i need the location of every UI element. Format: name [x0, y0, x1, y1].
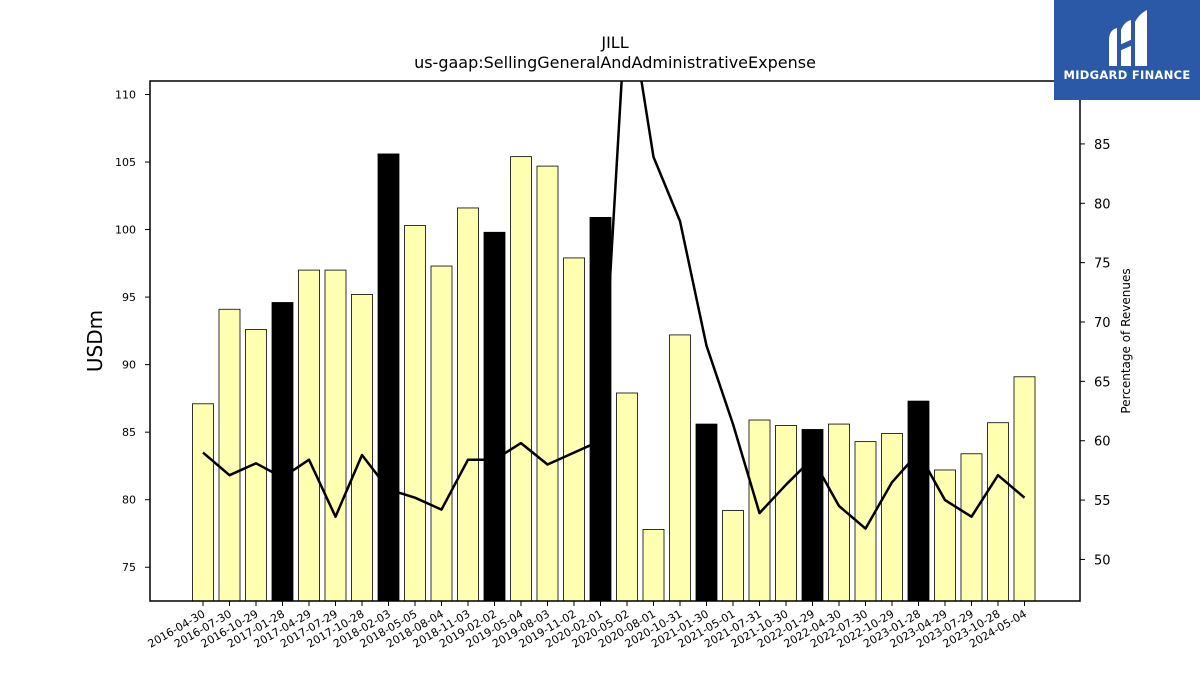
y2-tick-label: 70 — [1094, 316, 1111, 331]
y2-tick-label: 65 — [1094, 375, 1111, 390]
y-axis-left: 75 80 85 90 95 100 105 110 — [115, 89, 150, 574]
y-tick-label: 85 — [122, 426, 136, 439]
bar — [801, 429, 824, 602]
bar — [351, 294, 373, 602]
bar — [536, 165, 559, 602]
series-line — [202, 81, 1026, 530]
bar — [298, 269, 320, 602]
bar — [324, 269, 347, 602]
bar — [1013, 376, 1036, 602]
chart-title: JILL — [601, 33, 629, 52]
bar — [377, 153, 400, 602]
y2-tick-label: 85 — [1094, 138, 1111, 153]
bar — [695, 423, 718, 602]
bars-layer — [192, 153, 1036, 602]
line-layer — [202, 81, 1026, 530]
bar — [563, 257, 585, 602]
bar — [192, 403, 214, 602]
plot-frame — [149, 80, 1081, 602]
bar — [669, 334, 691, 602]
bar — [483, 231, 506, 602]
y2-tick-label: 80 — [1094, 197, 1111, 212]
y2-tick-label: 60 — [1094, 435, 1111, 450]
bar — [510, 156, 532, 602]
bar — [775, 425, 797, 602]
logo-text: MIDGARD FINANCE — [1063, 68, 1191, 82]
y-tick-label: 105 — [115, 156, 136, 169]
y-axis-right: 50 55 60 65 70 75 80 85 — [1080, 138, 1111, 568]
y-tick-label: 95 — [122, 291, 136, 304]
bar — [642, 529, 665, 602]
bar — [987, 422, 1009, 602]
bar — [934, 469, 956, 602]
y-tick-label: 110 — [115, 89, 136, 102]
chart-subtitle: us-gaap:SellingGeneralAndAdministrativeE… — [414, 53, 816, 72]
x-axis: 2016-04-302016-07-302016-10-292017-01-28… — [146, 601, 1029, 651]
y2-tick-label: 50 — [1094, 553, 1111, 568]
y2-tick-label: 55 — [1094, 494, 1111, 509]
y-tick-label: 80 — [122, 494, 136, 507]
bar — [218, 308, 241, 602]
bar — [722, 510, 744, 602]
bar — [960, 453, 983, 602]
bar — [589, 217, 612, 602]
bar — [881, 433, 903, 602]
y-axis-label: USDm — [83, 310, 107, 372]
bar — [907, 400, 930, 602]
y2-tick-label: 75 — [1094, 257, 1111, 272]
y-tick-label: 100 — [115, 224, 136, 237]
bar — [616, 392, 638, 602]
bar — [271, 302, 294, 602]
bar — [457, 207, 479, 602]
midgard-logo-icon — [1109, 10, 1147, 66]
bar — [430, 265, 453, 602]
bar — [404, 225, 426, 602]
logo: MIDGARD FINANCE — [1054, 0, 1200, 100]
y-tick-label: 75 — [122, 561, 136, 574]
y-tick-label: 90 — [122, 359, 136, 372]
y2-axis-label: Percentage of Revenues — [1119, 268, 1133, 413]
